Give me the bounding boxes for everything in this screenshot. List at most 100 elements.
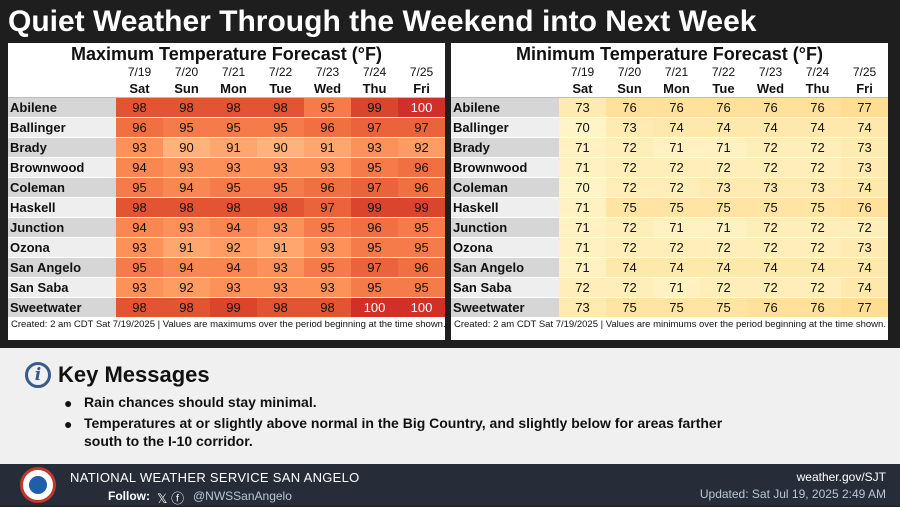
- temp-cell: 72: [700, 157, 747, 178]
- temp-cell: 91: [257, 237, 304, 258]
- temp-cell: 93: [116, 137, 163, 158]
- temp-cell: 76: [841, 197, 888, 218]
- key-messages-section: [0, 348, 900, 464]
- table-row: Brownwood 94 93 93 93 93 95 96: [8, 157, 445, 178]
- temp-cell: 74: [794, 257, 841, 278]
- temp-cell: 98: [210, 197, 257, 218]
- temp-cell: 73: [559, 97, 606, 118]
- temp-cell: 93: [163, 217, 210, 238]
- temp-cell: 72: [747, 237, 794, 258]
- city-name: Abilene: [8, 97, 116, 118]
- temp-cell: 99: [351, 97, 398, 118]
- temp-cell: 94: [116, 217, 163, 238]
- city-name: Junction: [451, 217, 559, 238]
- website-link[interactable]: weather.gov/SJT: [796, 470, 886, 484]
- temp-cell: 76: [700, 97, 747, 118]
- day-header: Fri: [841, 80, 888, 98]
- min-footnote: Created: 2 am CDT Sat 7/19/2025 | Values…: [454, 319, 886, 330]
- day-header: Sun: [163, 80, 210, 98]
- day-header: Tue: [257, 80, 304, 98]
- day-header: Mon: [653, 80, 700, 98]
- temp-cell: 96: [398, 257, 445, 278]
- temp-cell: 72: [606, 237, 653, 258]
- temp-cell: 95: [210, 117, 257, 138]
- temp-cell: 92: [163, 277, 210, 298]
- city-name: Brownwood: [8, 157, 116, 178]
- table-row: Ballinger 70 73 74 74 74 74 74: [451, 117, 888, 138]
- temp-cell: 74: [841, 177, 888, 198]
- temp-cell: 72: [606, 157, 653, 178]
- temp-cell: 71: [559, 137, 606, 158]
- temp-cell: 96: [304, 177, 351, 198]
- city-name: Ballinger: [8, 117, 116, 138]
- temp-cell: 77: [841, 297, 888, 318]
- temp-cell: 72: [747, 137, 794, 158]
- day-header: Mon: [210, 80, 257, 98]
- temp-cell: 96: [351, 217, 398, 238]
- temp-cell: 76: [653, 97, 700, 118]
- temp-cell: 94: [210, 217, 257, 238]
- temp-cell: 97: [351, 117, 398, 138]
- day-header: Thu: [351, 80, 398, 98]
- key-message-2-line-1: Temperatures at or slightly above normal…: [84, 415, 723, 431]
- date-header: 7/24: [362, 65, 387, 79]
- temp-cell: 75: [606, 197, 653, 218]
- temp-cell: 99: [398, 197, 445, 218]
- temp-cell: 96: [116, 117, 163, 138]
- max-temp-table: 7/19 7/20 7/21 7/22 7/23 7/24 7/25 Sat Sun Mon Tu…: [8, 65, 445, 318]
- temp-cell: 94: [210, 257, 257, 278]
- city-name: Sweetwater: [451, 297, 559, 318]
- temp-cell: 75: [653, 197, 700, 218]
- table-row: Sweetwater 73 75 75 75 76 76 77: [451, 297, 888, 318]
- temp-cell: 94: [116, 157, 163, 178]
- city-name: Abilene: [451, 97, 559, 118]
- temp-cell: 72: [841, 217, 888, 238]
- temp-cell: 73: [559, 297, 606, 318]
- table-row: Sweetwater 98 98 99 98 98 100 100: [8, 297, 445, 318]
- temp-cell: 93: [257, 157, 304, 178]
- temp-cell: 74: [747, 257, 794, 278]
- nws-logo: [20, 467, 56, 503]
- temp-cell: 71: [653, 217, 700, 238]
- min-temp-panel: Minimum Temperature Forecast (°F) 7/19 7/…: [451, 43, 888, 340]
- key-message-1: Rain chances should stay minimal.: [84, 394, 317, 410]
- date-header: 7/20: [617, 65, 642, 79]
- day-header: Wed: [304, 80, 351, 98]
- temp-cell: 76: [747, 97, 794, 118]
- social-icons[interactable]: 𝕏 ⓕ: [157, 491, 185, 506]
- temp-cell: 72: [653, 177, 700, 198]
- temp-cell: 71: [653, 137, 700, 158]
- table-row: Abilene 73 76 76 76 76 76 77: [451, 97, 888, 118]
- temp-cell: 95: [351, 237, 398, 258]
- temp-cell: 94: [163, 177, 210, 198]
- temp-cell: 92: [210, 237, 257, 258]
- table-row: San Angelo 71 74 74 74 74 74 74: [451, 257, 888, 278]
- temp-cell: 75: [700, 197, 747, 218]
- temp-cell: 74: [841, 257, 888, 278]
- temp-cell: 72: [700, 237, 747, 258]
- temp-cell: 74: [794, 117, 841, 138]
- temp-cell: 95: [398, 217, 445, 238]
- table-row: Coleman 70 72 72 73 73 73 74: [451, 177, 888, 198]
- temp-cell: 95: [304, 257, 351, 278]
- temp-cell: 72: [606, 177, 653, 198]
- table-row: Ozona 93 91 92 91 93 95 95: [8, 237, 445, 258]
- temp-cell: 96: [398, 157, 445, 178]
- temp-cell: 71: [653, 277, 700, 298]
- day-header: Sat: [559, 80, 606, 98]
- temp-cell: 93: [210, 157, 257, 178]
- date-header: 7/19: [570, 65, 595, 79]
- temp-cell: 72: [747, 277, 794, 298]
- temp-cell: 91: [210, 137, 257, 158]
- max-footnote: Created: 2 am CDT Sat 7/19/2025 | Values…: [11, 319, 446, 330]
- temp-cell: 91: [304, 137, 351, 158]
- temp-cell: 71: [559, 157, 606, 178]
- social-handle[interactable]: @NWSSanAngelo: [193, 489, 292, 503]
- date-header: 7/19: [127, 65, 152, 79]
- temp-cell: 93: [210, 277, 257, 298]
- temp-cell: 93: [163, 157, 210, 178]
- temp-cell: 98: [210, 97, 257, 118]
- temp-cell: 93: [257, 277, 304, 298]
- temp-cell: 98: [163, 97, 210, 118]
- updated-timestamp: Updated: Sat Jul 19, 2025 2:49 AM: [699, 487, 886, 501]
